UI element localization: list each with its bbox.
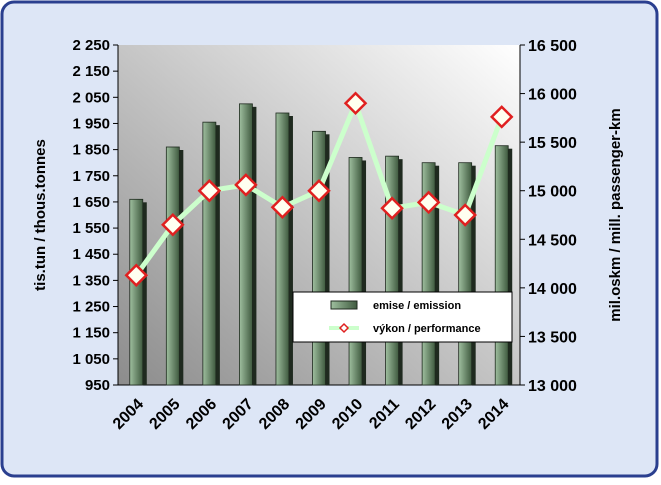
y2-tick-label: 15 500: [528, 135, 577, 152]
y2-tick-label: 13 500: [528, 329, 577, 346]
bar: [275, 112, 290, 386]
bar: [348, 157, 363, 386]
bar: [494, 145, 509, 386]
bar: [239, 103, 253, 386]
legend: [292, 291, 513, 343]
marker: [197, 178, 222, 203]
legend-label: emise / emission: [373, 300, 461, 312]
bar: [202, 121, 217, 386]
bar: [129, 198, 144, 386]
y-tick-label: 1 750: [72, 168, 110, 185]
y-tick-label: 1 650: [72, 194, 110, 211]
y-tick-label: 1 250: [72, 299, 110, 316]
y-tick-label: 2 150: [72, 63, 110, 80]
y-tick-label: 1 450: [72, 246, 110, 263]
y-tick-label: 1 550: [72, 220, 110, 237]
y-tick-label: 1 950: [72, 115, 110, 132]
y2-tick-label: 13 000: [528, 378, 577, 395]
y-tick-label: 950: [85, 377, 110, 394]
legend-label: výkon / performance: [373, 323, 481, 335]
y-tick-label: 1 050: [72, 351, 110, 368]
y2-tick-label: 14 500: [528, 232, 577, 249]
bar: [165, 146, 180, 386]
y2-axis-label: mil.oskm / mill. passenger-km: [607, 108, 624, 321]
marker: [161, 212, 185, 237]
y-tick-label: 1 150: [72, 325, 110, 342]
y-axis-label: tis.tun / thous.tonnes: [32, 139, 49, 291]
marker: [416, 190, 441, 215]
legend-marker: [338, 322, 350, 334]
marker: [453, 203, 477, 227]
y2-tick-label: 15 000: [528, 184, 577, 201]
marker: [343, 91, 368, 116]
y-tick-label: 1 850: [72, 142, 110, 159]
bar: [312, 130, 326, 386]
y2-tick-label: 16 000: [528, 87, 577, 104]
marker: [270, 195, 295, 219]
marker: [234, 173, 258, 197]
y2-tick-label: 14 000: [528, 281, 577, 298]
marker: [380, 196, 404, 220]
legend-swatch: [330, 300, 358, 310]
marker: [307, 178, 331, 203]
y-tick-label: 2 050: [72, 89, 110, 106]
marker: [124, 263, 149, 287]
y-tick-label: 1 350: [72, 272, 110, 289]
y-tick-label: 2 250: [72, 37, 110, 54]
marker: [489, 105, 514, 129]
y2-tick-label: 16 500: [528, 38, 577, 55]
